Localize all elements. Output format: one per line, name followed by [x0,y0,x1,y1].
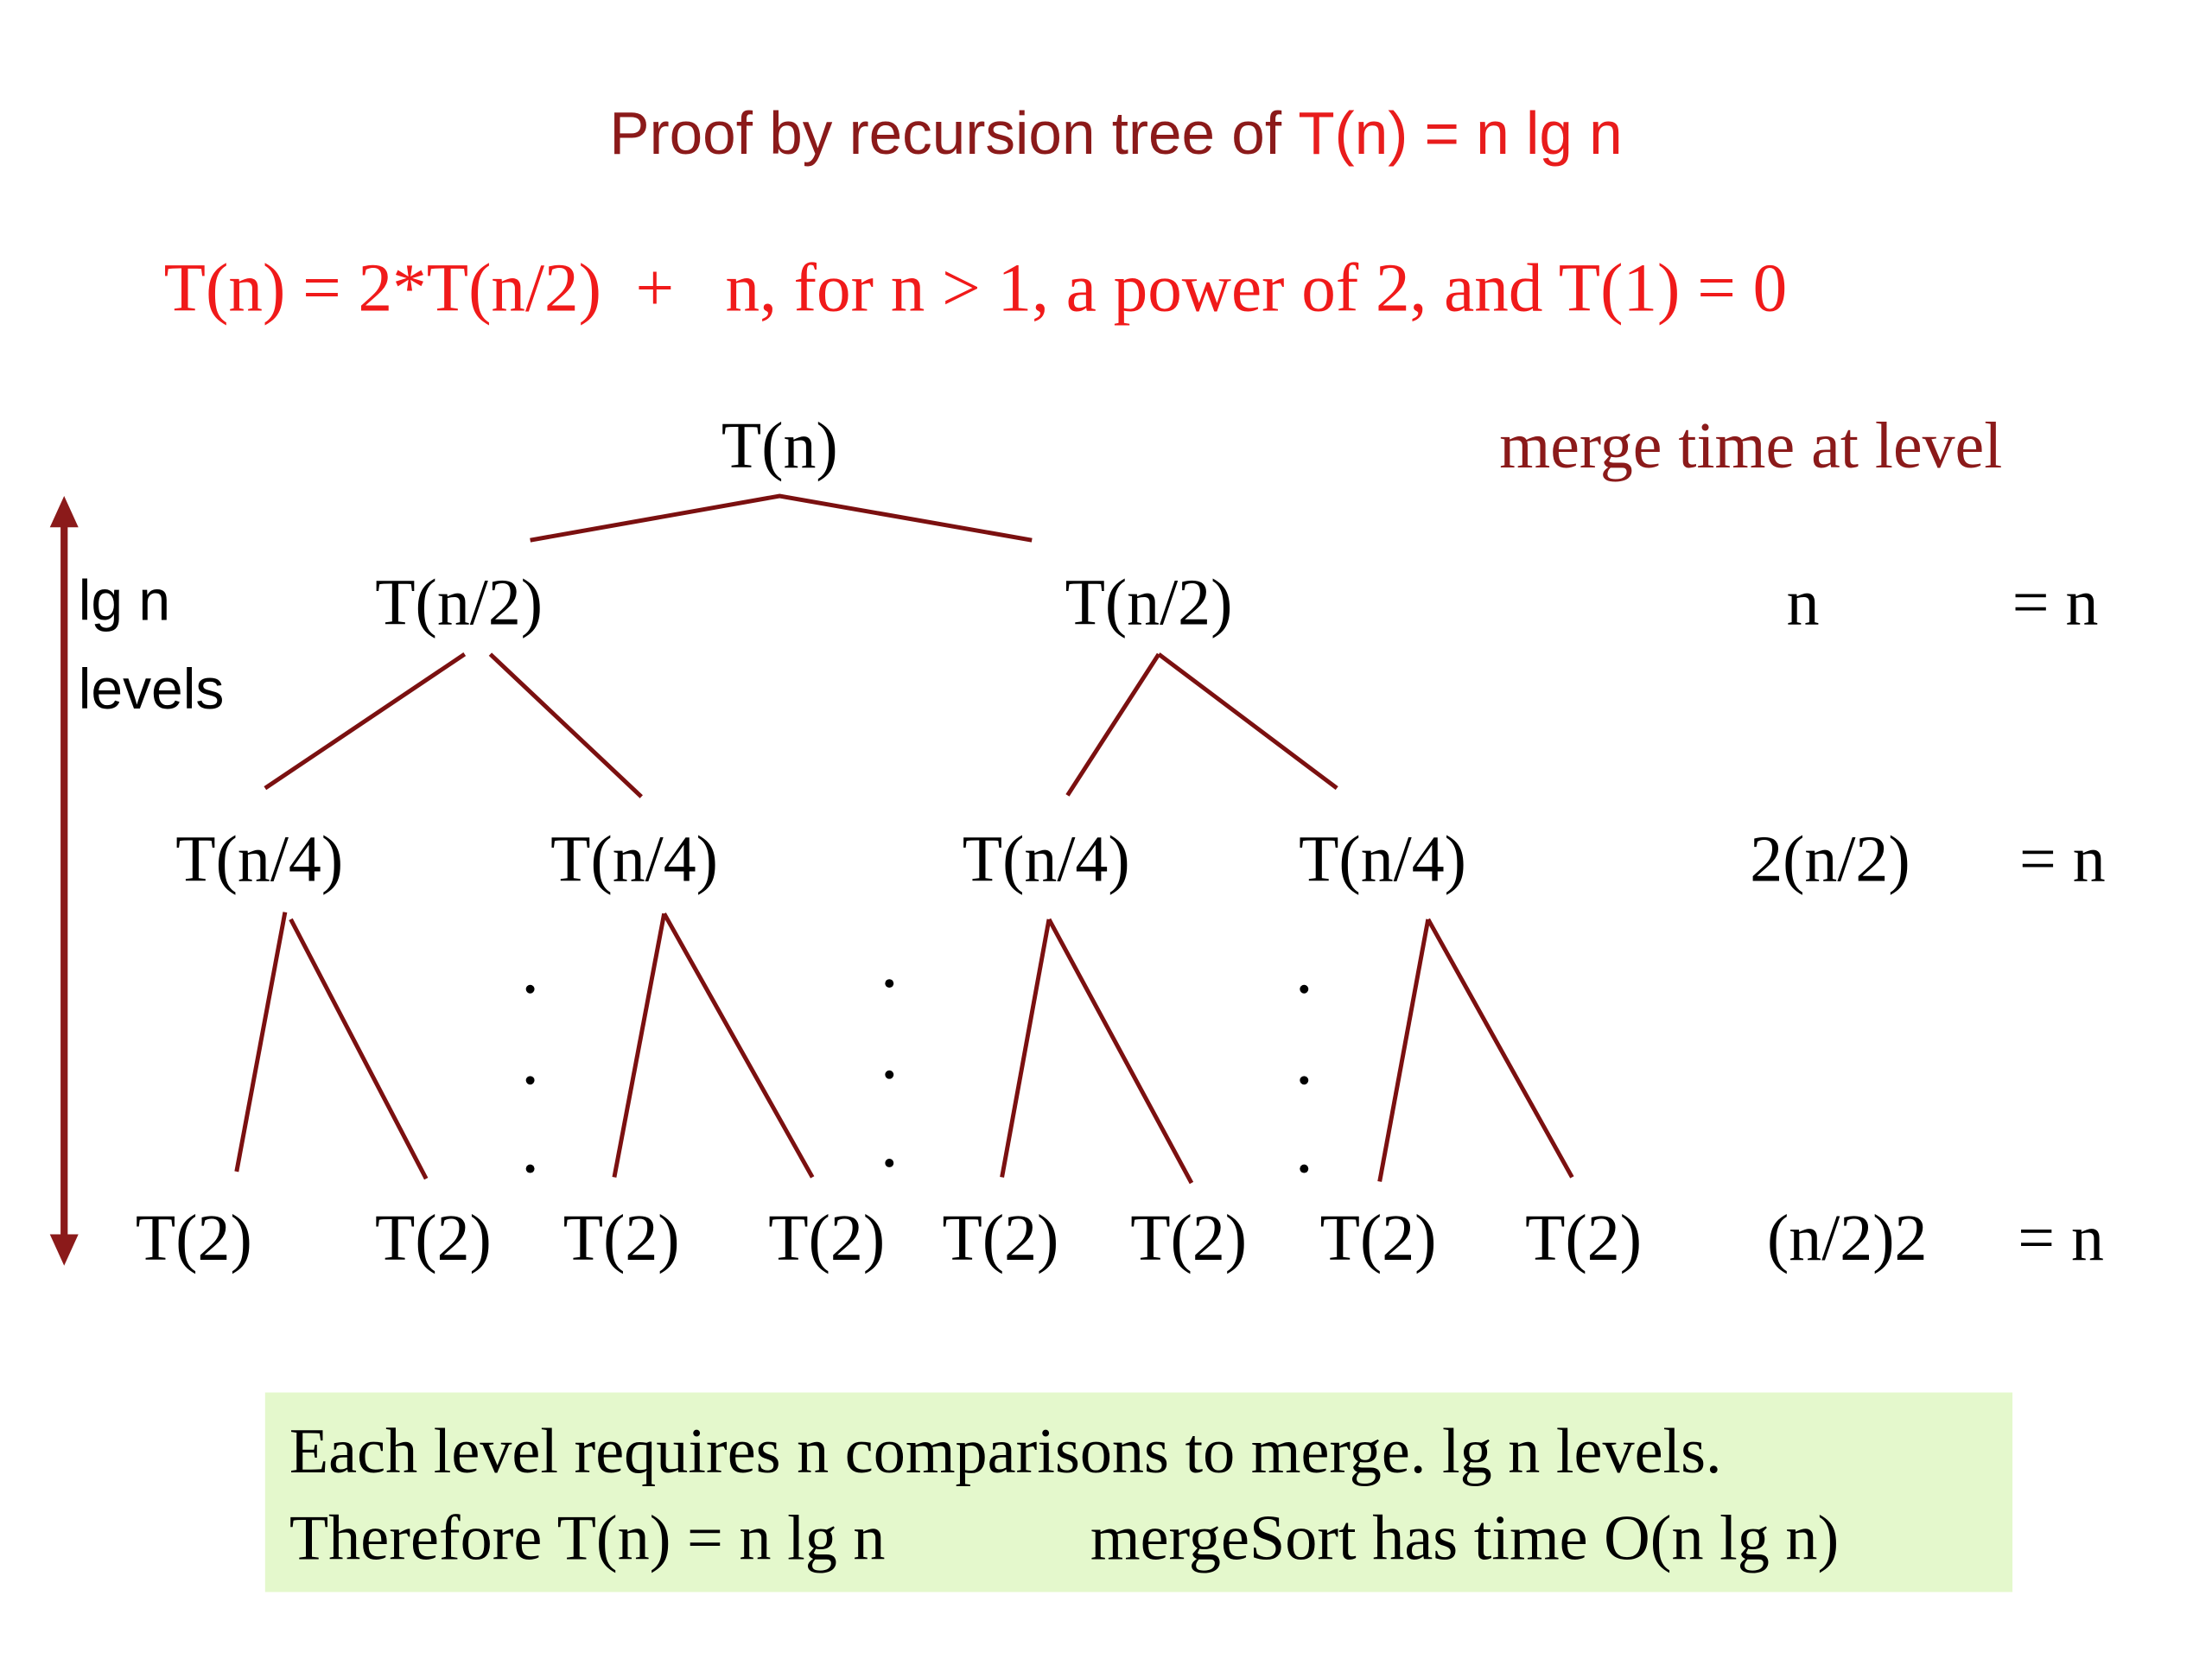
tree-leaf: T(2) [1320,1202,1437,1274]
tree-leaf: T(2) [768,1202,885,1274]
tree-leaf: T(2) [943,1202,1059,1274]
title-formula: T(n) = n lg n [1298,99,1622,167]
levels-label: levels [79,657,225,721]
conclusion-box [264,1392,2013,1592]
merge-total: = n [2019,823,2106,895]
tree-node: T(n/4) [1299,823,1466,895]
title: Proof by recursion tree of T(n) = n lg n [609,99,1622,167]
conclusion-text: Therefore T(n) = n lg n [289,1503,886,1574]
levels-label: lg n [79,569,170,632]
tree-leaf: T(2) [375,1202,492,1274]
recurrence: T(n) = 2*T(n/2) + n, for n > 1, a power … [164,251,1788,327]
levels-arrow [49,496,79,1266]
tree-edges [234,493,1574,1185]
ellipsis-dots [525,979,1309,1173]
merge-cost: (n/2)2 [1767,1202,1927,1274]
conclusion-text: Each level requires n comparisons to mer… [289,1416,1722,1487]
tree-node: T(n) [721,410,838,482]
merge-total: = n [2012,566,2099,639]
tree-node: T(n/2) [375,566,543,639]
tree-leaf: T(2) [1130,1202,1247,1274]
tree-leaf: T(2) [563,1202,680,1274]
tree-leaf: T(2) [136,1202,252,1274]
tree-node: T(n/4) [550,823,718,895]
tree-node: T(n/2) [1065,566,1233,639]
tree-leaf: T(2) [1525,1202,1642,1274]
tree-node: T(n/4) [175,823,343,895]
merge-cost: 2(n/2) [1750,823,1910,895]
title-prefix: Proof by recursion tree of [609,99,1298,167]
merge-header: merge time at level [1499,410,2002,482]
merge-total: = n [2018,1202,2104,1274]
tree-node: T(n/4) [963,823,1130,895]
merge-cost: n [1787,566,1820,639]
conclusion-text: mergeSort has time O(n lg n) [1090,1503,1839,1574]
